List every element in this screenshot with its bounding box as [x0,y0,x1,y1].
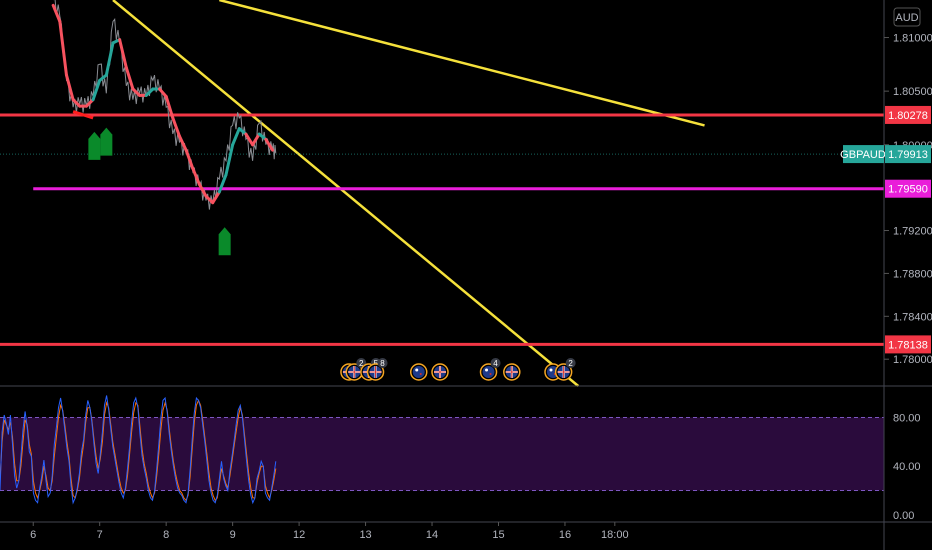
moving-average-segment [91,78,102,102]
event-count-label: 2 [359,359,364,368]
moving-average [51,3,275,205]
moving-average-segment [131,87,142,97]
time-tick-label: 6 [30,529,36,541]
price-axis[interactable]: 1.810001.805001.800001.792001.788001.784… [884,33,932,367]
au-flag-star [485,368,489,372]
currency-label: AUD [895,12,918,24]
trendlines[interactable] [112,0,705,387]
event-count-badge [565,358,576,368]
moving-average-segment [177,134,188,152]
price-tick-label: 1.79200 [893,226,932,238]
moving-average-segment [124,66,135,91]
event-count-label: 8 [380,359,385,368]
buy-arrow-icon [88,131,101,160]
stochastic-k-line [0,395,277,505]
au-flag-dot [419,373,422,375]
buy-arrow-icon [100,127,113,156]
price-series [53,0,277,210]
moving-average-segment [204,194,215,205]
oscillator-band-fill [0,417,884,491]
oscillator-band [0,416,884,492]
moving-average-segment [184,148,195,170]
moving-average-segment [197,182,208,198]
moving-average-segment [51,3,62,23]
time-tick-label: 18:00 [601,529,629,541]
buy-arrows [72,110,231,256]
level-price-tag [885,105,931,124]
moving-average-segment [191,166,201,186]
moving-average-segment [58,19,68,77]
moving-average-segment [144,87,155,97]
event-count-label: 2 [568,359,573,368]
event-count-badge [490,358,501,368]
event-count-label: 4 [493,359,498,368]
moving-average-segment [64,73,75,102]
price-tick-label: 1.81000 [893,33,932,45]
buy-arrow-icon [218,227,231,256]
price-tags: 1.80278 1.79590 1.78138 GBPAUD 1.79913 [840,105,931,354]
au-flag-star [415,368,419,372]
moving-average-segment [118,38,128,70]
time-tick-label: 7 [97,529,103,541]
current-price-tag [885,145,931,164]
level-price-tag-label: 1.78138 [888,339,928,351]
moving-average-segment [231,127,241,147]
au-flag-dot [489,373,492,375]
price-line [53,0,277,210]
time-tick-label: 15 [492,529,504,541]
moving-average-segment [164,95,175,120]
oscillator-tick-label: 80.00 [893,412,921,424]
time-tick-label: 13 [359,529,371,541]
oscillator-tick-label: 40.00 [893,461,921,473]
moving-average-segment [264,137,275,152]
level-price-tag [885,179,931,198]
moving-average-segment [244,132,255,147]
level-price-tag [885,335,931,354]
time-tick-label: 14 [426,529,438,541]
time-tick-label: 16 [559,529,571,541]
currency-badge[interactable] [893,7,921,27]
economic-events[interactable]: 25842 [340,358,576,381]
moving-average-segment [84,98,95,108]
moving-average-segment [217,173,228,194]
current-price-tag-label: 1.79913 [888,149,928,161]
stochastic-lines [0,395,277,505]
moving-average-segment [211,190,221,205]
time-tick-label: 9 [230,529,236,541]
au-flag-icon [412,366,425,378]
symbol-tag-label: GBPAUD [840,149,886,161]
oscillator-axis[interactable]: 80.00 40.00 0.00 [893,412,921,521]
level-price-tag-label: 1.80278 [888,110,928,122]
sell-marker [72,110,94,120]
trendline [112,0,580,387]
level-price-tag-label: 1.79590 [888,184,928,196]
time-axis[interactable]: 6 7 8 9 12 13 14 15 16 18:00 [30,522,629,541]
time-tick-label: 8 [163,529,169,541]
symbol-tag [843,145,884,164]
trendline [219,0,705,127]
time-tick-label: 12 [293,529,305,541]
price-tick-label: 1.78400 [893,311,932,323]
horizontal-levels[interactable] [0,113,884,346]
moving-average-segment [71,98,82,108]
price-tick-label: 1.78800 [893,268,932,280]
oscillator-tick-label: 0.00 [893,510,914,522]
event-count-badge [377,358,388,368]
moving-average-segment [224,143,235,177]
au-flag-star [549,368,553,372]
moving-average-segment [104,41,115,77]
moving-average-segment [251,132,261,147]
moving-average-segment [171,116,181,138]
price-tick-label: 1.78000 [893,354,932,366]
price-tick-label: 1.80500 [893,86,932,98]
moving-average-segment [158,87,168,98]
